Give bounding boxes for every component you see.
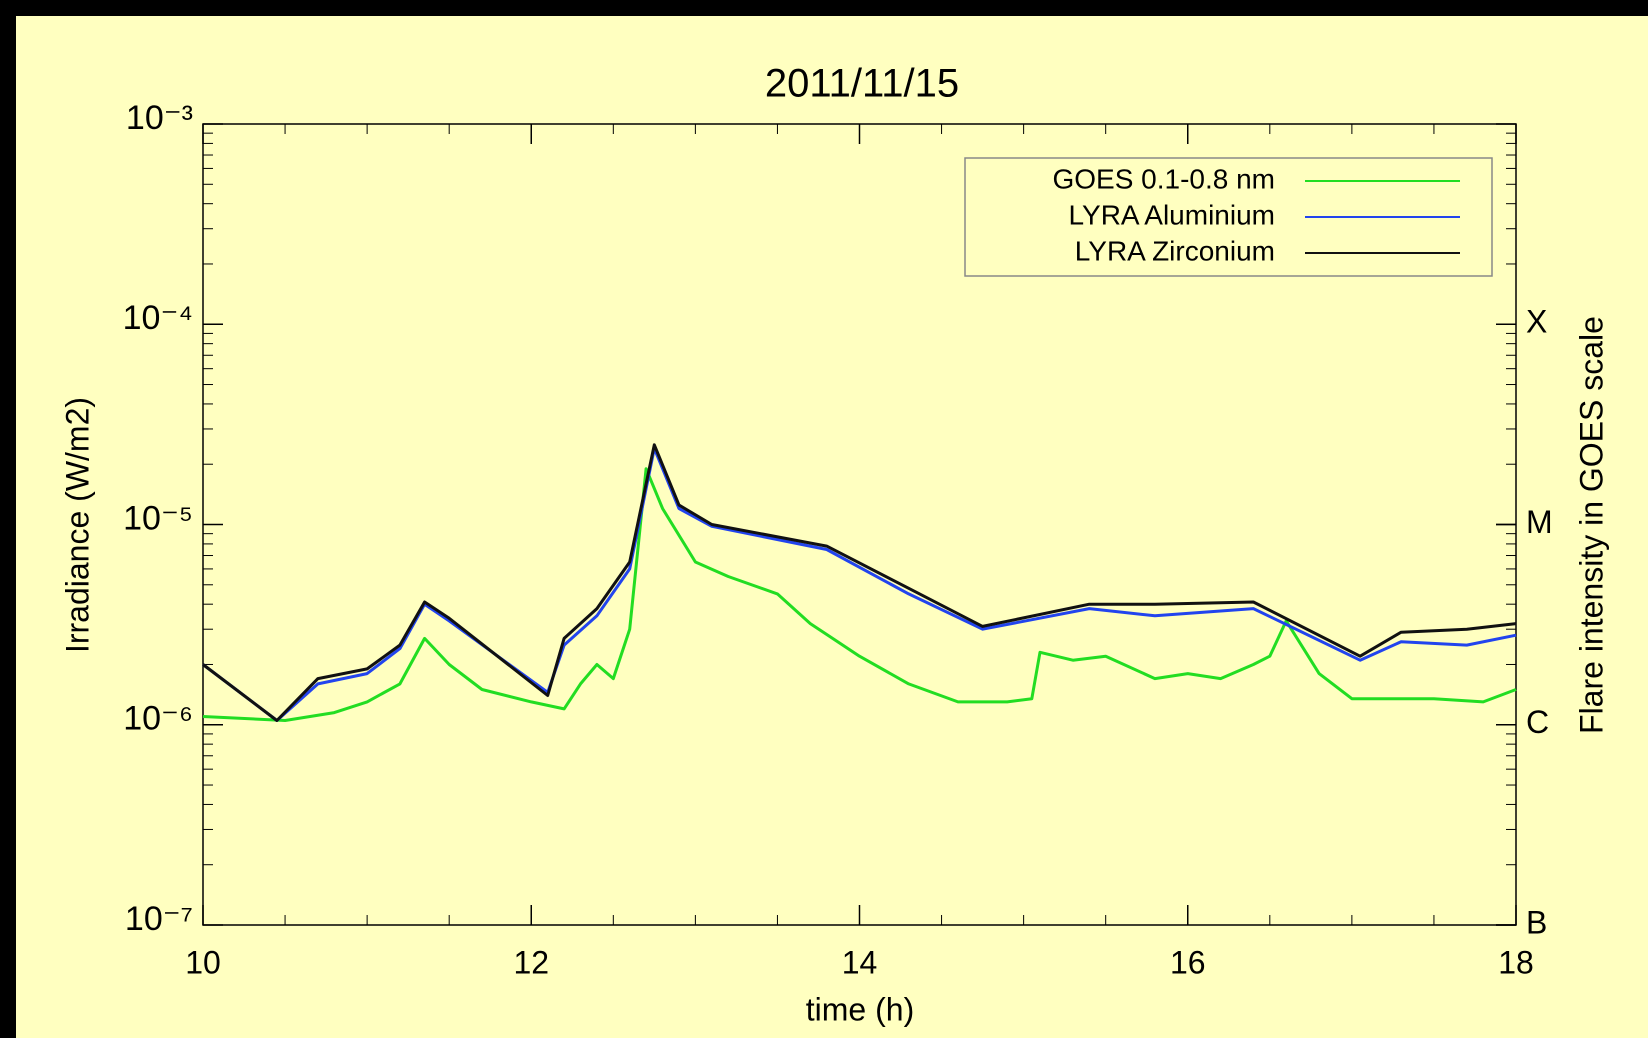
y2-tick-label: B	[1526, 904, 1547, 940]
y-tick-label: 10⁻³	[126, 99, 193, 137]
y-tick-label: 10⁻⁷	[125, 900, 193, 938]
legend-label: GOES 0.1-0.8 nm	[1052, 163, 1275, 194]
y2-axis-label: Flare intensity in GOES scale	[1573, 316, 1609, 734]
y2-tick-label: M	[1526, 504, 1553, 540]
legend-label: LYRA Zirconium	[1075, 235, 1275, 266]
series-line	[202, 443, 1517, 722]
chart-title: 2011/11/15	[765, 62, 959, 106]
y-tick-label: 10⁻⁵	[123, 499, 193, 537]
y-tick-label: 10⁻⁶	[123, 700, 193, 738]
x-tick-label: 16	[1170, 944, 1206, 980]
x-tick-label: 14	[842, 944, 878, 980]
x-tick-label: 18	[1498, 944, 1534, 980]
y-axis-label: Irradiance (W/m2)	[59, 397, 95, 653]
series-line	[202, 467, 1517, 722]
x-tick-label: 12	[513, 944, 549, 980]
y2-tick-label: C	[1526, 704, 1549, 740]
legend-label: LYRA Aluminium	[1069, 199, 1275, 230]
x-tick-label: 10	[185, 944, 221, 980]
y-tick-label: 10⁻⁴	[123, 299, 193, 337]
x-axis-label: time (h)	[806, 991, 914, 1027]
y2-tick-label: X	[1526, 304, 1547, 340]
